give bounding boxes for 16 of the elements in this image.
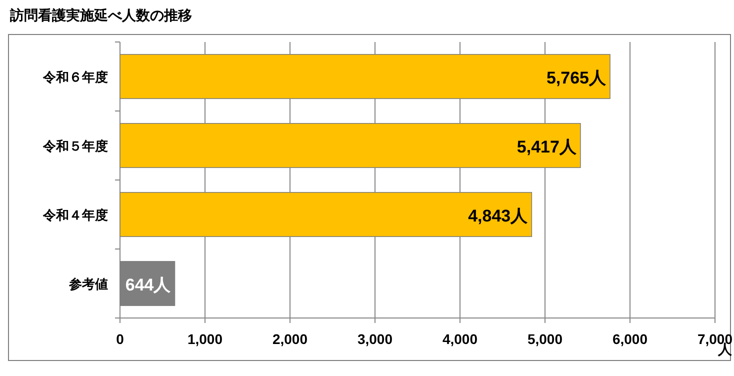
data-label: 644人	[125, 276, 172, 294]
x-tick-label: 3,000	[357, 331, 393, 347]
x-tick-label: 1,000	[187, 331, 223, 347]
x-tick-label: 6,000	[612, 331, 648, 347]
y-tick-label: 令和６年度	[42, 70, 108, 84]
x-tick-label: 0	[116, 331, 124, 347]
data-label: 5,765人	[546, 68, 608, 88]
x-tick-label: 2,000	[272, 331, 308, 347]
data-label: 4,843人	[468, 206, 529, 226]
x-tick-label: 5,000	[527, 331, 563, 347]
y-tick-label: 令和４年度	[42, 208, 108, 222]
y-tick-label: 令和５年度	[42, 138, 108, 154]
x-tick-label: 4,000	[442, 331, 478, 347]
data-label: 5,417人	[516, 138, 578, 156]
chart-title: 訪問看護実施延べ人数の推移	[9, 7, 192, 23]
y-tick-label: 参考値	[68, 276, 108, 292]
